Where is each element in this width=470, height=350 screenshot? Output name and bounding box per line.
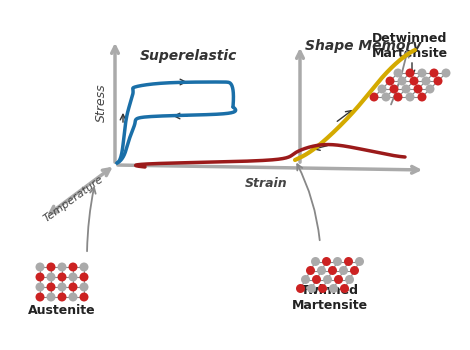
Circle shape [79,273,88,281]
Circle shape [311,257,320,266]
Circle shape [333,257,342,266]
Circle shape [323,275,332,284]
Circle shape [69,293,78,301]
Circle shape [345,275,354,284]
Circle shape [79,262,88,272]
Circle shape [385,77,394,85]
Circle shape [409,77,418,85]
Circle shape [79,293,88,301]
Circle shape [401,84,410,93]
Text: Shape Memory: Shape Memory [305,39,422,53]
Circle shape [328,266,337,275]
Circle shape [369,92,378,102]
Circle shape [318,284,327,293]
Circle shape [36,273,45,281]
Circle shape [47,262,55,272]
Circle shape [307,284,316,293]
Circle shape [398,77,407,85]
Circle shape [430,69,439,77]
Circle shape [306,266,315,275]
Text: Strain: Strain [245,177,288,190]
Circle shape [69,282,78,292]
Text: Superelastic: Superelastic [140,49,237,63]
Text: Detwinned
Martensite: Detwinned Martensite [372,32,448,60]
Text: Stress: Stress [95,84,108,122]
Circle shape [296,284,305,293]
Circle shape [57,273,66,281]
Circle shape [301,275,310,284]
Circle shape [57,262,66,272]
Circle shape [406,92,415,102]
Text: Twinned
Martensite: Twinned Martensite [292,284,368,312]
Circle shape [425,84,434,93]
Circle shape [417,92,426,102]
Circle shape [433,77,442,85]
Circle shape [339,266,348,275]
Circle shape [36,262,45,272]
Text: Temperature: Temperature [42,174,106,224]
Circle shape [47,293,55,301]
Circle shape [377,84,386,93]
Circle shape [422,77,431,85]
Circle shape [36,293,45,301]
Circle shape [312,275,321,284]
Circle shape [441,69,451,77]
Circle shape [414,84,423,93]
Circle shape [79,282,88,292]
Circle shape [344,257,353,266]
Circle shape [393,92,402,102]
Circle shape [57,282,66,292]
Circle shape [69,262,78,272]
Circle shape [69,273,78,281]
Text: Austenite: Austenite [28,304,96,317]
Circle shape [390,84,399,93]
Circle shape [393,69,402,77]
Circle shape [334,275,343,284]
Circle shape [355,257,364,266]
Circle shape [329,284,338,293]
Circle shape [382,92,391,102]
Circle shape [350,266,359,275]
Circle shape [406,69,415,77]
Circle shape [47,273,55,281]
Circle shape [317,266,326,275]
Circle shape [47,282,55,292]
Circle shape [417,69,426,77]
Circle shape [57,293,66,301]
Circle shape [322,257,331,266]
Circle shape [36,282,45,292]
Circle shape [340,284,349,293]
